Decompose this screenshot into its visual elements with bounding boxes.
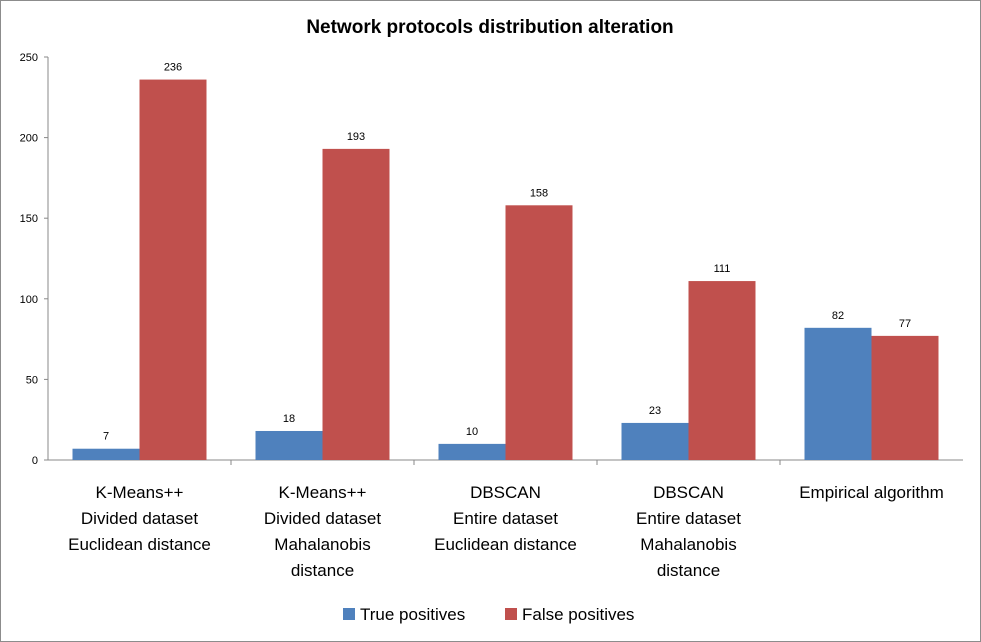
- category-label: DBSCAN Entire dataset Euclidean distance: [434, 483, 577, 554]
- category-label-line: Mahalanobis: [640, 535, 736, 554]
- bar-false-positives: [322, 148, 390, 460]
- y-tick-label: 150: [20, 213, 38, 225]
- category-label-line: distance: [291, 561, 354, 580]
- data-label: 111: [714, 263, 731, 275]
- y-tick-label: 200: [20, 133, 38, 145]
- bar-true-positives: [255, 430, 323, 460]
- chart-title: Network protocols distribution alteratio…: [306, 17, 673, 38]
- category-label-line: Euclidean distance: [434, 535, 577, 554]
- bar-false-positives: [688, 281, 756, 460]
- category-label-line: distance: [657, 561, 720, 580]
- bar-false-positives: [871, 335, 939, 460]
- legend-swatch: [505, 608, 517, 620]
- category-label-line: DBSCAN: [653, 483, 724, 502]
- bars: [72, 79, 939, 461]
- category-label: DBSCAN Entire dataset Mahalanobis distance: [636, 483, 741, 580]
- category-label-line: Mahalanobis: [274, 535, 370, 554]
- data-label: 82: [832, 310, 844, 322]
- y-tick-label: 0: [32, 455, 38, 467]
- data-label: 18: [283, 413, 295, 425]
- data-label: 236: [164, 62, 182, 74]
- category-label-line: K-Means++: [96, 483, 184, 502]
- category-labels: K-Means++ Divided dataset Euclidean distan…: [68, 483, 944, 580]
- category-label-line: K-Means++: [279, 483, 367, 502]
- category-label-line: Divided dataset: [81, 509, 198, 528]
- data-label: 10: [466, 426, 478, 438]
- bar-true-positives: [804, 327, 872, 460]
- category-label-line: Empirical algorithm: [799, 483, 944, 502]
- data-label: 77: [899, 318, 911, 330]
- legend: True positives False positives: [343, 605, 634, 624]
- legend-swatch: [343, 608, 355, 620]
- bar-true-positives: [621, 422, 689, 460]
- y-tick-label: 100: [20, 294, 38, 306]
- data-label: 193: [347, 131, 365, 143]
- bar-false-positives: [505, 205, 573, 460]
- category-label-line: Euclidean distance: [68, 535, 211, 554]
- category-label-line: DBSCAN: [470, 483, 541, 502]
- bar-false-positives: [139, 79, 207, 461]
- data-label: 7: [103, 431, 109, 443]
- category-label-line: Entire dataset: [453, 509, 558, 528]
- y-tick-label: 250: [20, 52, 38, 64]
- data-label: 158: [530, 187, 548, 199]
- data-label: 23: [649, 405, 661, 417]
- bar-true-positives: [72, 448, 140, 460]
- category-label: K-Means++ Divided dataset Mahalanobis dista…: [264, 483, 381, 580]
- category-label-line: Divided dataset: [264, 509, 381, 528]
- y-tick-label: 50: [26, 374, 38, 386]
- legend-label: True positives: [360, 605, 465, 624]
- category-label: K-Means++ Divided dataset Euclidean distan…: [68, 483, 211, 554]
- legend-label: False positives: [522, 605, 634, 624]
- category-label: Empirical algorithm: [799, 483, 944, 502]
- category-label-line: Entire dataset: [636, 509, 741, 528]
- data-labels: 7 236 18 193 10 158 23 111 82 77: [103, 62, 911, 443]
- bar-true-positives: [438, 443, 506, 460]
